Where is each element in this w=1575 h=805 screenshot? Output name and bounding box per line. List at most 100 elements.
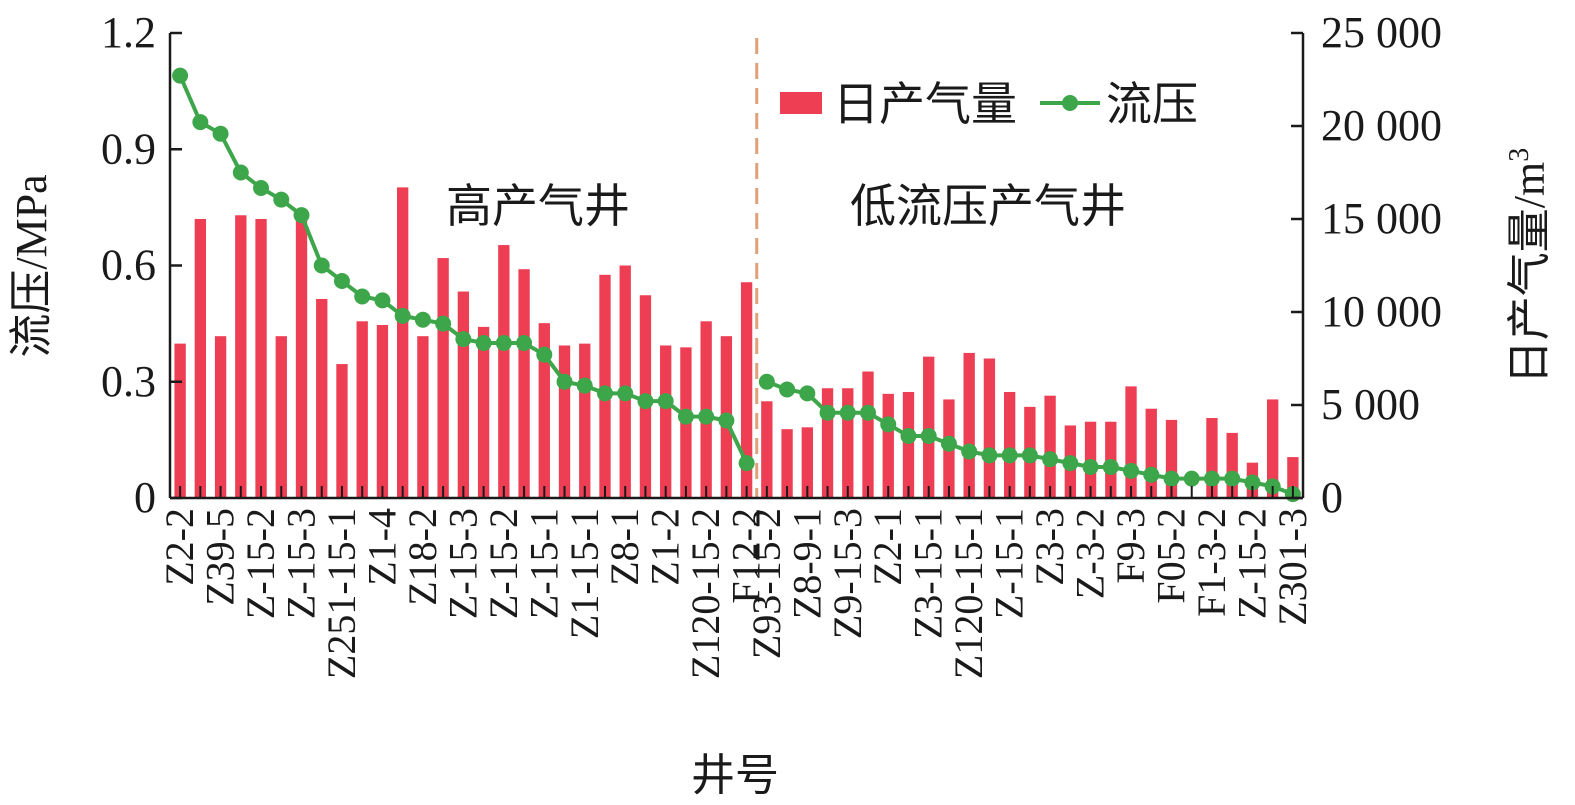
bar: [214, 336, 227, 498]
line-point: [1082, 459, 1099, 475]
line-point: [617, 385, 634, 402]
line-series: [172, 67, 1301, 503]
line-point: [1244, 474, 1261, 491]
y-right-tick-label: 10 000: [1321, 287, 1442, 336]
line-point: [172, 67, 189, 84]
bar: [356, 321, 368, 498]
bar: [235, 215, 247, 498]
y-left-tick-label: 0: [134, 473, 156, 522]
line-point: [1021, 447, 1038, 464]
line-point: [779, 381, 796, 398]
x-tick-label: Z-15-3: [440, 508, 485, 619]
line-point: [293, 207, 310, 224]
bar: [761, 401, 773, 498]
line-point: [900, 428, 917, 444]
bar: [882, 393, 894, 498]
region-label-high: 高产气井: [446, 181, 630, 232]
line-point: [414, 311, 431, 328]
x-tick-label: Z18-2: [400, 508, 445, 606]
bar: [963, 352, 975, 498]
region-label-low: 低流压产气井: [850, 181, 1126, 232]
line-point: [1203, 470, 1220, 487]
line-point: [333, 273, 350, 289]
line-point: [253, 180, 270, 196]
bar: [801, 427, 813, 498]
line-point: [1123, 462, 1140, 479]
y-right-tick-label: 15 000: [1321, 194, 1442, 243]
y-left-tick-label: 1.2: [101, 8, 156, 57]
line-point: [940, 435, 957, 452]
line-point: [192, 114, 209, 131]
bar: [1125, 386, 1137, 498]
bar: [397, 187, 409, 498]
x-tick-label: Z2-2: [157, 508, 202, 586]
bar: [1287, 457, 1299, 498]
line-point: [212, 125, 229, 142]
y-axis-right-title-sup: 3: [1504, 148, 1535, 162]
x-tick-label: F12-2: [724, 508, 769, 604]
line-point: [1042, 451, 1059, 468]
line-point: [374, 292, 391, 309]
line-point: [313, 257, 330, 274]
x-tick-label: Z9-15-3: [825, 508, 870, 639]
line-point: [1062, 455, 1079, 472]
bar: [498, 245, 510, 498]
x-tick-label: Z8-1: [602, 508, 647, 586]
line-point: [475, 335, 492, 351]
bar: [983, 358, 996, 498]
axes: 0 0.3 0.6 0.9 1.2 0 5 000 10 000 15 000 20 000 25 …: [101, 8, 1442, 522]
x-tick-label: Z-3-2: [1068, 508, 1113, 599]
line-point: [596, 385, 613, 402]
line-point: [1183, 470, 1200, 487]
y-axis-right-title: 日产气量/m3: [1504, 148, 1554, 384]
bar: [862, 371, 874, 498]
y-right-tick-label: 5 000: [1321, 380, 1420, 429]
line-point: [819, 404, 836, 421]
legend-line-marker: [1062, 95, 1078, 111]
line-point: [1001, 447, 1018, 464]
legend-bar-swatch: [780, 92, 822, 114]
line-point: [961, 443, 978, 460]
line-point: [273, 191, 290, 208]
bar: [579, 343, 591, 498]
bar: [1165, 419, 1178, 498]
line-point: [1224, 470, 1241, 487]
line-point: [738, 455, 755, 472]
line-point: [839, 404, 856, 421]
bar: [376, 325, 389, 498]
line-point: [1163, 470, 1180, 487]
line-point: [556, 373, 573, 390]
line-point: [758, 373, 775, 390]
bar: [336, 364, 348, 498]
x-tick-label: Z1-15-1: [562, 508, 607, 639]
x-tick-label: Z3-15-1: [906, 508, 951, 639]
x-tick-labels: Z2-2Z39-5Z-15-2Z-15-3Z251-15-1Z1-4Z18-2Z…: [157, 508, 1315, 679]
line-point: [799, 385, 816, 402]
bar: [923, 356, 935, 498]
x-tick-label: Z-15-2: [481, 508, 526, 619]
bar: [437, 258, 449, 498]
bar: [477, 326, 490, 498]
line-point: [880, 416, 897, 433]
bar: [1003, 391, 1016, 498]
line-point: [354, 288, 371, 305]
x-tick-label: Z3-3: [1027, 508, 1072, 586]
x-tick-label: Z8-9-1: [784, 508, 829, 619]
y-axis-right-title-base: 日产气量/m: [1505, 162, 1554, 384]
bar: [417, 336, 429, 498]
line-point: [455, 331, 472, 348]
x-tick-label: Z1-4: [359, 508, 404, 586]
y-right-tick-label: 0: [1321, 473, 1343, 522]
bar: [781, 429, 793, 498]
line-point: [637, 393, 654, 410]
bar: [275, 336, 287, 498]
bar: [316, 298, 328, 498]
bar: [538, 323, 550, 498]
bar: [1206, 418, 1218, 498]
line-point: [860, 404, 877, 421]
bar: [174, 343, 186, 498]
x-tick-label: Z120-15-2: [683, 508, 728, 679]
line-point: [698, 408, 715, 425]
line-point: [657, 393, 674, 410]
